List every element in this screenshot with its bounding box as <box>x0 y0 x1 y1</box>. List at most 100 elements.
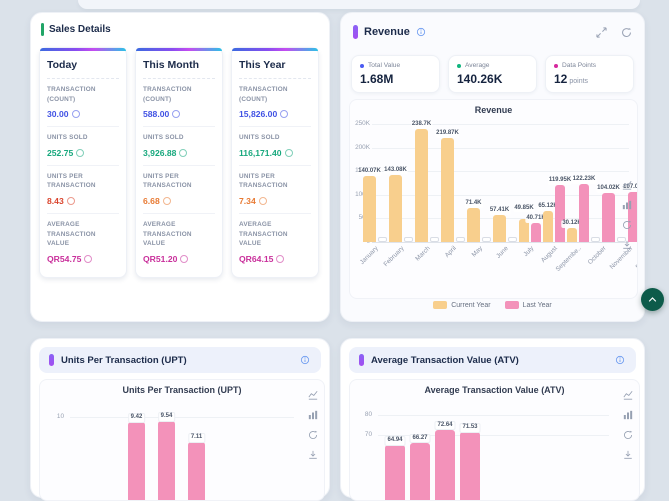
metric-value-row: 30.00 <box>47 109 119 119</box>
metric-value-row: 15,826.00 <box>239 109 311 119</box>
metric-label: AVERAGE TRANSACTION VALUE <box>239 220 311 249</box>
last-year-bar[interactable]: 119.95K <box>555 185 565 242</box>
value-bar[interactable] <box>385 445 405 501</box>
current-year-bar[interactable]: 57.41K <box>493 215 506 242</box>
period-title: This Month <box>143 51 215 79</box>
metric-value: 30.00 <box>47 109 69 119</box>
value-bar[interactable] <box>188 442 205 501</box>
restore-icon[interactable] <box>308 430 318 440</box>
x-axis-label: April <box>444 245 458 259</box>
y-axis-label: 80 <box>358 411 372 418</box>
bar-value-label: 9.42 <box>128 413 146 423</box>
bar-chart-icon[interactable] <box>622 200 632 210</box>
legend-item[interactable]: Current Year <box>433 301 490 309</box>
metric-info-icon[interactable] <box>179 149 187 157</box>
metric-value: 8.43 <box>47 196 64 206</box>
stat-value-number: 12 <box>554 72 567 86</box>
value-bar[interactable] <box>460 432 480 501</box>
section-pill-icon <box>359 354 364 366</box>
download-icon[interactable] <box>623 450 633 460</box>
line-chart-icon[interactable] <box>623 390 633 400</box>
value-bar[interactable] <box>158 421 175 501</box>
zero-value-pill <box>508 237 517 242</box>
metric-info-icon[interactable] <box>180 255 188 263</box>
value-bar[interactable] <box>435 430 455 501</box>
metric-info-icon[interactable] <box>76 149 84 157</box>
line-chart-icon[interactable] <box>308 390 318 400</box>
metric-label: TRANSACTION (COUNT) <box>47 85 119 104</box>
bar-chart-icon[interactable] <box>308 410 318 420</box>
current-year-bar[interactable]: 71.4K <box>467 208 480 242</box>
scroll-to-top-button[interactable] <box>641 288 664 311</box>
bar-value-label: 140.07K <box>357 168 382 176</box>
value-bar[interactable] <box>410 443 430 501</box>
metric-label: UNITS PER TRANSACTION <box>143 172 215 191</box>
bar-chart-icon[interactable] <box>623 410 633 420</box>
stat-value-suffix: points <box>569 78 588 85</box>
zero-value-pill <box>591 237 600 242</box>
restore-icon[interactable] <box>622 220 632 230</box>
metric-info-icon[interactable] <box>285 149 293 157</box>
download-icon[interactable] <box>308 450 318 460</box>
info-icon[interactable] <box>615 355 626 366</box>
metric-info-icon[interactable] <box>276 255 284 263</box>
current-year-bar[interactable]: 219.87K <box>441 138 454 242</box>
current-year-bar[interactable]: 238.7K <box>415 129 428 242</box>
x-axis-label: December <box>634 245 638 271</box>
current-year-bar[interactable]: 143.08K <box>389 175 402 243</box>
stat-value: 140.26K <box>457 72 528 86</box>
value-bar[interactable] <box>128 422 145 501</box>
last-year-bar[interactable]: 40.71K <box>531 223 541 242</box>
current-year-bar[interactable]: 30.12K <box>567 228 577 242</box>
last-year-bar[interactable]: 104.02K <box>602 193 615 242</box>
sales-details-card: Sales Details Today TRANSACTION (COUNT) 30… <box>30 12 330 322</box>
stat-label-text: Data Points <box>562 62 596 69</box>
metric-info-icon[interactable] <box>259 197 267 205</box>
metric-info-icon[interactable] <box>163 197 171 205</box>
metric-value-row: 116,171.40 <box>239 148 311 158</box>
metric-value-row: QR54.75 <box>47 254 119 264</box>
info-icon[interactable] <box>416 27 427 38</box>
download-icon[interactable] <box>622 240 632 250</box>
info-icon[interactable] <box>300 355 311 366</box>
legend-item[interactable]: Last Year <box>505 301 552 309</box>
metric-info-icon[interactable] <box>72 110 80 118</box>
bar-value-label: 238.7K <box>411 121 432 129</box>
upt-title: Units Per Transaction (UPT) <box>61 355 293 366</box>
metric-value: 116,171.40 <box>239 148 282 158</box>
refresh-icon[interactable] <box>621 27 632 38</box>
legend-label: Current Year <box>451 302 490 309</box>
metric-info-icon[interactable] <box>67 197 75 205</box>
sales-details-header: Sales Details <box>41 23 111 36</box>
line-chart-icon[interactable] <box>622 180 632 190</box>
expand-icon[interactable] <box>596 27 607 38</box>
metric-value: QR54.75 <box>47 254 81 264</box>
gridline <box>70 417 294 418</box>
current-year-bar[interactable]: 140.07K <box>363 176 376 242</box>
x-axis-label: August <box>540 245 559 264</box>
metric-value: 7.34 <box>239 196 256 206</box>
last-year-bar[interactable]: 122.23K <box>579 184 589 242</box>
metric-info-icon[interactable] <box>172 110 180 118</box>
x-axis-label: July <box>522 245 535 258</box>
gridline <box>372 242 629 243</box>
period-title: Today <box>47 51 119 79</box>
restore-icon[interactable] <box>623 430 633 440</box>
current-year-bar[interactable]: 65.12K <box>543 211 553 242</box>
metric-info-icon[interactable] <box>84 255 92 263</box>
stat-label: Total Value <box>360 62 431 69</box>
metric-info-icon[interactable] <box>280 110 288 118</box>
upt-chart-title: Units Per Transaction (UPT) <box>40 385 324 395</box>
revenue-chart-title: Revenue <box>350 105 637 115</box>
